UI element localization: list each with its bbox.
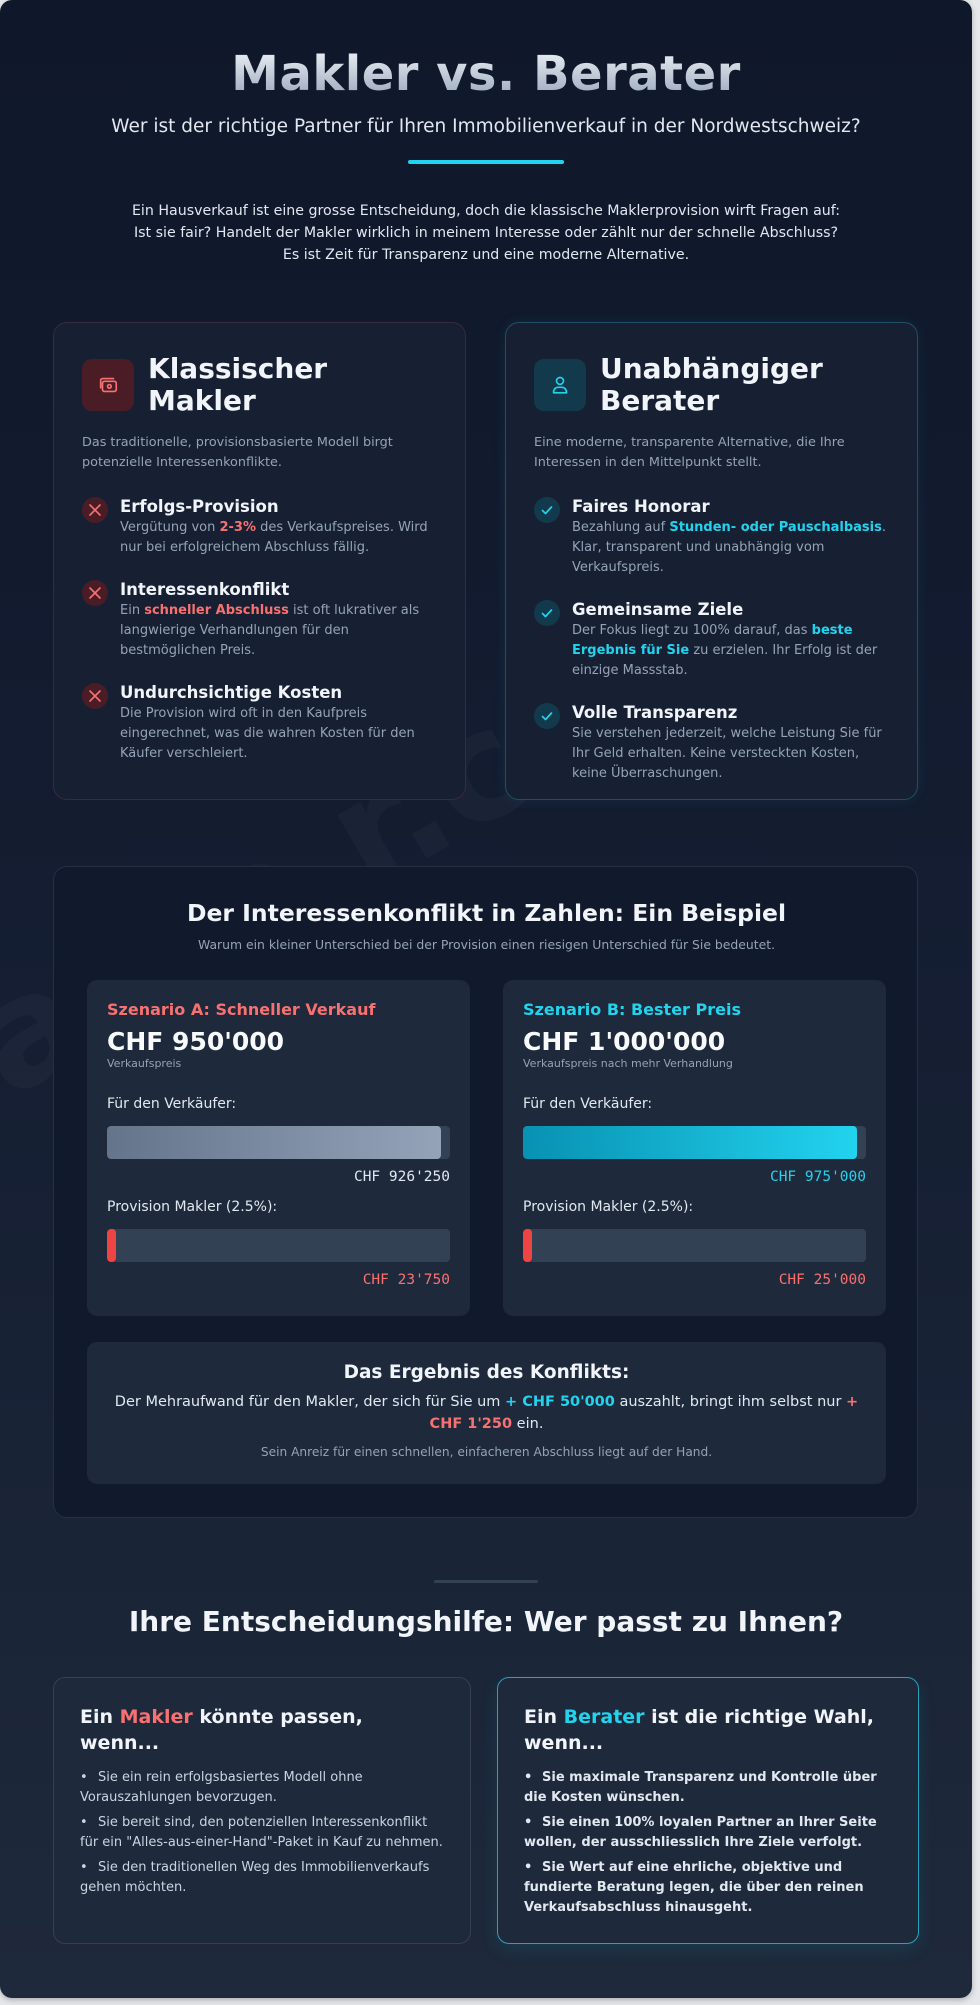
check-icon [534, 497, 560, 523]
commission-label: Provision Makler (2.5%): [107, 1199, 278, 1215]
commission-value: CHF 25'000 [778, 1272, 866, 1288]
commission-bar-fill [107, 1229, 116, 1262]
commission-value: CHF 23'750 [362, 1272, 450, 1288]
list-item: • Sie bereit sind, den potenziellen Inter… [80, 1815, 443, 1850]
feature-text: Vergütung von 2-3% des Verkaufspreises. … [120, 520, 428, 555]
section-divider [434, 1580, 538, 1583]
scenario-b-card: Szenario B: Bester Preis CHF 1'000'000 V… [503, 980, 886, 1316]
result-text: Der Mehraufwand für den Makler, der sich… [114, 1394, 859, 1432]
makler-feature: Erfolgs-Provision Vergütung von 2-3% des… [82, 497, 437, 558]
intro-text: Ein Hausverkauf ist eine grosse Entschei… [131, 203, 841, 263]
makler-card: Klassischer Makler Das traditionelle, pr… [53, 322, 466, 800]
berater-feature: Faires Honorar Bezahlung auf Stunden- od… [534, 497, 889, 578]
check-icon [534, 600, 560, 626]
berater-card: Unabhängiger Berater Eine moderne, trans… [505, 322, 918, 800]
berater-card-description: Eine moderne, transparente Alternative, … [534, 435, 845, 470]
seller-label: Für den Verkäufer: [107, 1096, 237, 1112]
scenario-price: CHF 950'000 [107, 1027, 285, 1056]
scenario-price-note: Verkaufspreis [107, 1057, 182, 1070]
makler-decision-list: • Sie ein rein erfolgsbasiertes Modell oh… [80, 1768, 444, 1898]
makler-feature: Interessenkonflikt Ein schneller Abschlu… [82, 580, 437, 661]
scenario-price-note: Verkaufspreis nach mehr Verhandlung [523, 1057, 733, 1070]
berater-decision-list: • Sie maximale Transparenz und Kontrolle … [524, 1768, 892, 1918]
scenario-label: Szenario B: Bester Preis [523, 1000, 741, 1019]
page-subtitle: Wer ist der richtige Partner für Ihren I… [111, 116, 861, 137]
seller-value: CHF 926'250 [353, 1169, 450, 1185]
conflict-result-box: Das Ergebnis des Konflikts: Der Mehraufw… [87, 1342, 886, 1484]
feature-title: Undurchsichtige Kosten [120, 683, 343, 702]
money-bills-icon [82, 359, 134, 411]
user-icon [534, 359, 586, 411]
x-icon [82, 497, 108, 523]
makler-decision-card: Ein Makler könnte passen, wenn... • Sie e… [53, 1677, 471, 1944]
seller-label: Für den Verkäufer: [523, 1096, 653, 1112]
seller-value: CHF 975'000 [769, 1169, 866, 1185]
berater-decision-title: Ein Berater ist die richtige Wahl, wenn.… [524, 1706, 875, 1754]
scenario-a-card: Szenario A: Schneller Verkauf CHF 950'00… [87, 980, 470, 1316]
seller-bar-fill [523, 1126, 858, 1159]
feature-text: Sie verstehen jederzeit, welche Leistung… [572, 726, 882, 781]
commission-bar-fill [523, 1229, 532, 1262]
scenario-label: Szenario A: Schneller Verkauf [107, 1000, 376, 1019]
scenario-price: CHF 1'000'000 [523, 1027, 726, 1056]
feature-text: Bezahlung auf Stunden- oder Pauschalbasi… [572, 520, 887, 575]
list-item: • Sie Wert auf eine ehrliche, objektive u… [524, 1860, 864, 1915]
list-item: • Sie einen 100% loyalen Partner an Ihrer… [524, 1815, 877, 1850]
x-icon [82, 683, 108, 709]
feature-title: Erfolgs-Provision [120, 497, 279, 516]
makler-feature: Undurchsichtige Kosten Die Provision wir… [82, 683, 437, 764]
list-item: • Sie maximale Transparenz und Kontrolle … [524, 1770, 877, 1805]
seller-bar [523, 1126, 866, 1159]
feature-title: Volle Transparenz [572, 703, 738, 722]
result-note: Sein Anreiz für einen schnellen, einfach… [260, 1445, 713, 1459]
makler-card-title: Klassischer Makler [148, 352, 328, 417]
check-icon [534, 703, 560, 729]
feature-text: Die Provision wird oft in den Kaufpreis … [120, 706, 415, 761]
makler-decision-title: Ein Makler könnte passen, wenn... [80, 1706, 363, 1754]
seller-bar-fill [107, 1126, 442, 1159]
feature-text: Ein schneller Abschluss ist oft lukrativ… [120, 603, 420, 658]
conflict-subtitle: Warum ein kleiner Unterschied bei der Pr… [197, 937, 776, 952]
feature-text: Der Fokus liegt zu 100% darauf, das best… [572, 623, 878, 678]
feature-title: Faires Honorar [572, 497, 710, 516]
berater-feature: Volle Transparenz Sie verstehen jederzei… [534, 703, 889, 784]
berater-decision-card: Ein Berater ist die richtige Wahl, wenn.… [497, 1677, 919, 1944]
feature-title: Gemeinsame Ziele [572, 600, 744, 619]
x-icon [82, 580, 108, 606]
berater-card-title: Unabhängiger Berater [600, 352, 823, 417]
makler-card-description: Das traditionelle, provisionsbasierte Mo… [82, 435, 393, 470]
conflict-example-section: Der Interessenkonflikt in Zahlen: Ein Be… [53, 866, 918, 1518]
commission-label: Provision Makler (2.5%): [523, 1199, 694, 1215]
conflict-title: Der Interessenkonflikt in Zahlen: Ein Be… [186, 899, 787, 927]
feature-title: Interessenkonflikt [120, 580, 290, 599]
page-title: Makler vs. Berater [0, 46, 972, 102]
decision-title: Ihre Entscheidungshilfe: Wer passt zu Ih… [128, 1605, 844, 1638]
seller-bar [107, 1126, 450, 1159]
result-title: Das Ergebnis des Konflikts: [343, 1362, 630, 1383]
accent-divider [408, 160, 564, 164]
list-item: • Sie den traditionellen Weg des Immobili… [80, 1860, 430, 1895]
commission-bar [107, 1229, 450, 1262]
list-item: • Sie ein rein erfolgsbasiertes Modell oh… [80, 1770, 363, 1805]
berater-feature: Gemeinsame Ziele Der Fokus liegt zu 100%… [534, 600, 889, 681]
commission-bar [523, 1229, 866, 1262]
